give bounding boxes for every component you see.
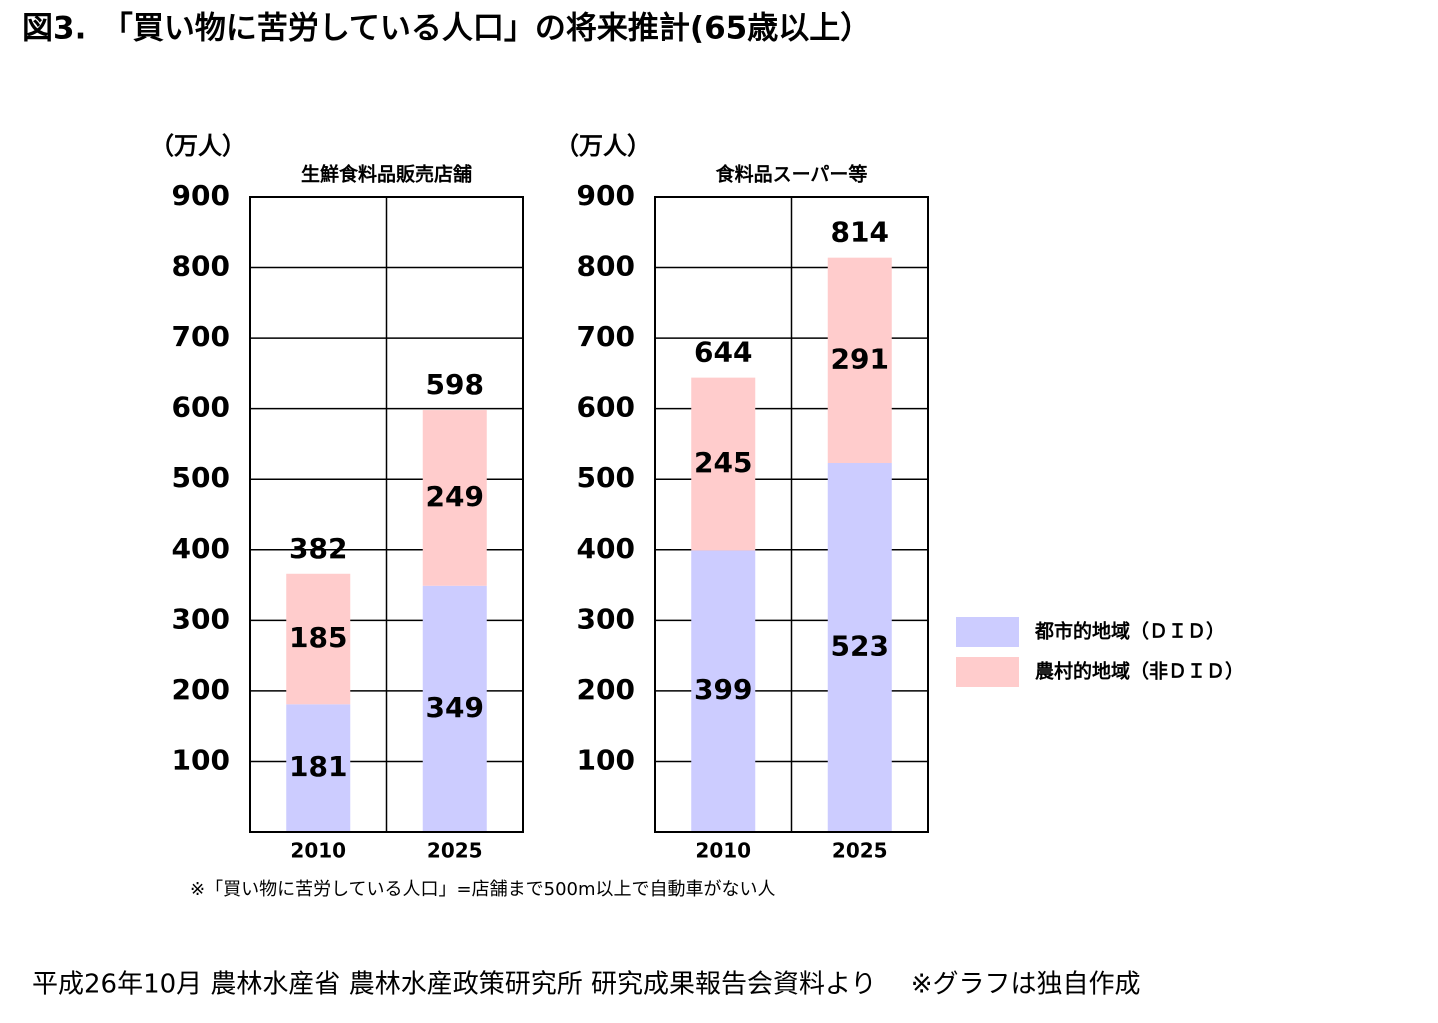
bar-segment [691,377,756,551]
data-label: 185 [289,621,347,654]
x-tick-label: 2010 [695,839,751,863]
total-label: 598 [426,368,484,401]
y-axis-label: （万人） [150,132,246,160]
y-tick-label: 100 [577,743,635,776]
y-tick-label: 600 [577,391,635,424]
x-tick-label: 2010 [290,839,346,863]
y-tick-label: 800 [172,250,230,283]
y-tick-label: 200 [577,673,635,706]
plot-frame [249,196,524,833]
legend-label: 都市的地域（ＤＩＤ） [1034,620,1225,643]
y-tick-label: 900 [172,179,230,212]
y-tick-label: 400 [577,532,635,565]
y-tick-label: 100 [172,743,230,776]
data-label: 249 [426,480,484,513]
y-axis-label: （万人） [555,132,651,160]
y-tick-label: 900 [577,179,635,212]
data-label: 523 [831,629,889,662]
y-tick-label: 500 [172,461,230,494]
total-label: 814 [831,216,889,249]
data-label: 399 [694,673,752,706]
bar-segment [691,550,756,832]
y-tick-label: 800 [577,250,635,283]
plot-frame [654,196,929,833]
legend-swatch [956,617,1019,647]
y-tick-label: 300 [172,602,230,635]
y-tick-label: 200 [172,673,230,706]
y-tick-label: 700 [577,320,635,353]
data-label: 181 [289,750,347,783]
x-tick-label: 2025 [832,839,888,863]
x-tick-label: 2025 [427,839,483,863]
data-label: 245 [694,446,752,479]
total-label: 382 [289,532,347,565]
legend-label: 農村的地域（非ＤＩＤ） [1035,660,1244,683]
y-tick-label: 300 [577,602,635,635]
y-tick-label: 700 [172,320,230,353]
chart-subtitle: 食料品スーパー等 [716,163,868,186]
bar-segment [286,704,351,832]
source: 平成26年10月 農林水産省 農林水産政策研究所 研究成果報告会資料より ※グラ… [32,970,1141,1000]
bar-segment [827,257,892,463]
y-tick-label: 500 [577,461,635,494]
bar-segment [422,585,487,832]
chart-subtitle: 生鮮食料品販売店舗 [301,163,472,186]
data-label: 349 [426,691,484,724]
data-label: 291 [831,342,889,375]
bar-segment [827,462,892,832]
total-label: 644 [694,336,752,369]
bar-segment [422,410,487,586]
y-tick-label: 400 [172,532,230,565]
page-title: 図3. 「買い物に苦労している人口」の将来推計(65歳以上） [22,11,871,47]
note: ※「買い物に苦労している人口」=店舗まで500m以上で自動車がない人 [190,879,776,900]
y-tick-label: 600 [172,391,230,424]
bar-segment [286,573,351,705]
legend-swatch [956,657,1019,687]
